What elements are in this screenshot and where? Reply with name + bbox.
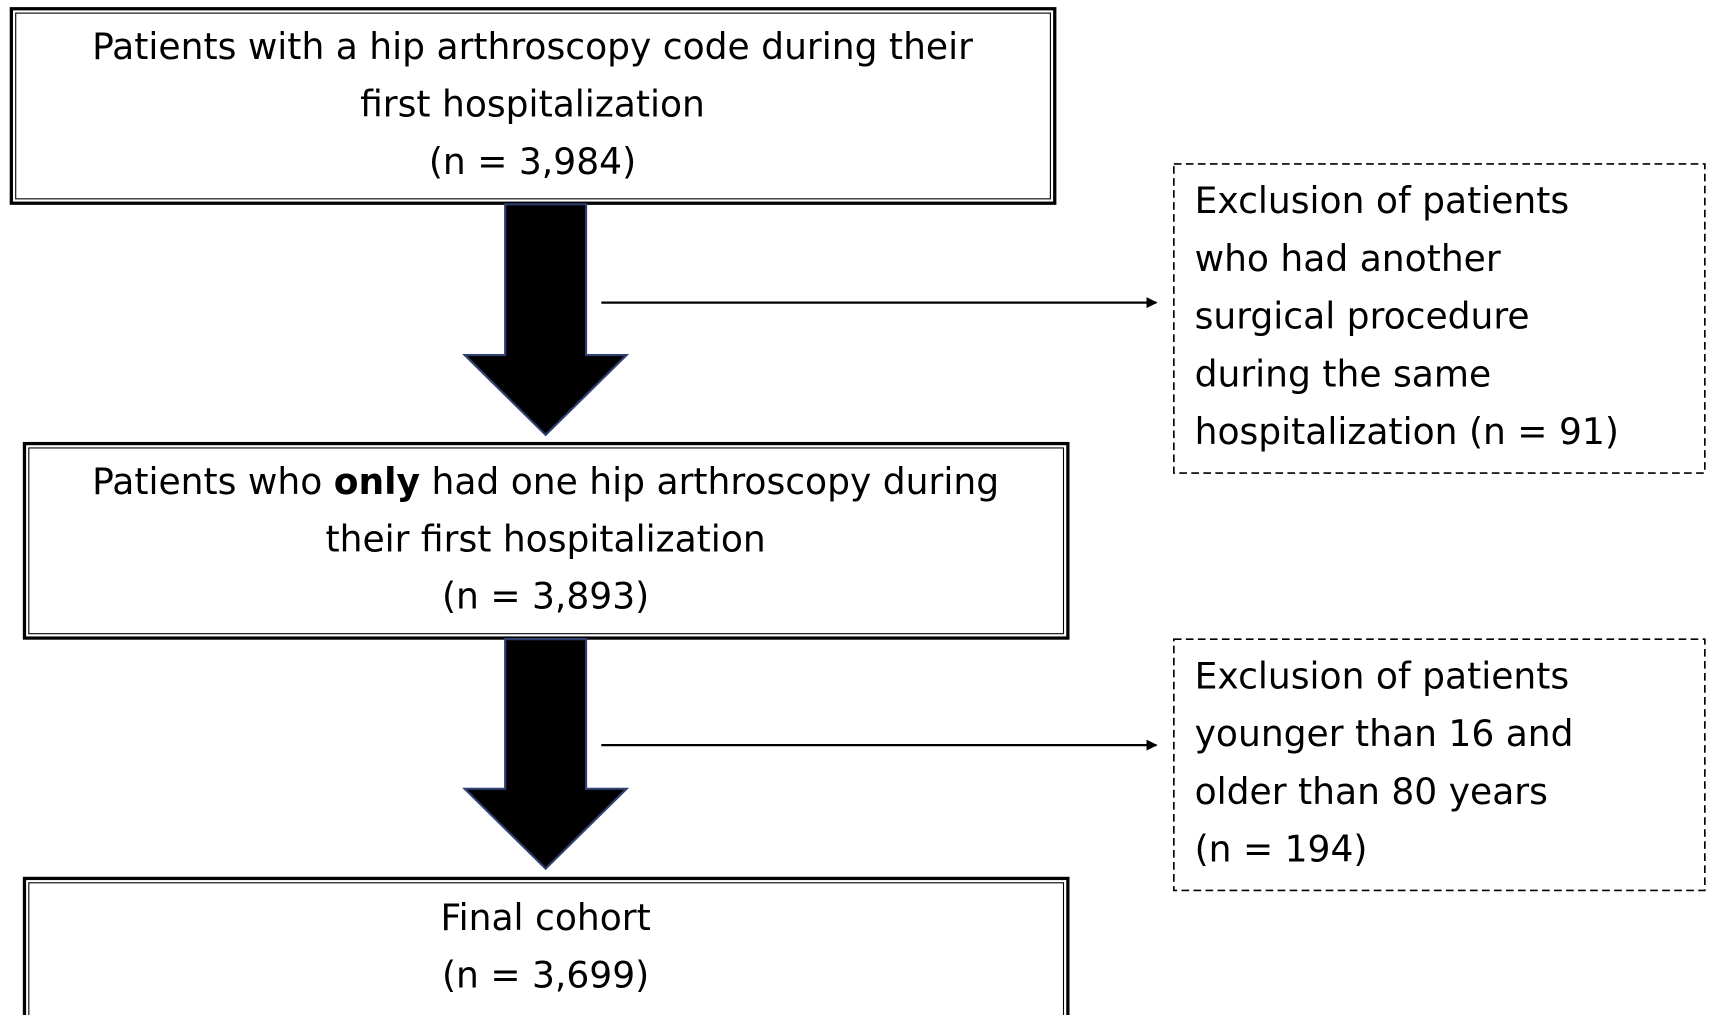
node-text: Patients with a hip arthroscopy code dur…: [92, 26, 973, 68]
box-inner: [28, 882, 1065, 1015]
node-text: surgical procedure: [1195, 296, 1530, 338]
exclusion-box: [1173, 163, 1706, 474]
emphasis: only: [334, 461, 420, 503]
node-text: (n = 3,699): [442, 954, 649, 996]
box: [22, 441, 1070, 640]
node-text: who had another: [1195, 238, 1501, 280]
node-text: during the same: [1195, 353, 1492, 395]
text-span: Patients who: [92, 461, 334, 503]
node-text: Exclusion of patients: [1195, 655, 1570, 697]
node-text: Exclusion of patients: [1195, 180, 1570, 222]
node-text: Patients who only had one hip arthroscop…: [92, 461, 999, 503]
node-text: Final cohort: [440, 897, 650, 939]
node-text: (n = 3,984): [429, 141, 636, 183]
node-text: first hospitalization: [360, 84, 705, 126]
node-text: their first hospitalization: [325, 518, 765, 560]
node-text: (n = 3,893): [442, 576, 649, 618]
box: [9, 7, 1057, 205]
node-text: older than 80 years: [1195, 771, 1548, 813]
flow-arrow: [462, 203, 630, 437]
flow-arrow: [462, 638, 630, 871]
node-text: hospitalization (n = 91): [1195, 411, 1619, 453]
box: [22, 876, 1070, 1015]
text-span: had one hip arthroscopy during: [420, 461, 999, 503]
node-text: (n = 194): [1195, 829, 1368, 871]
exclusion-box: [1173, 638, 1706, 892]
box-inner: [15, 12, 1051, 200]
box-inner: [28, 447, 1065, 635]
node-text: younger than 16 and: [1195, 713, 1574, 755]
